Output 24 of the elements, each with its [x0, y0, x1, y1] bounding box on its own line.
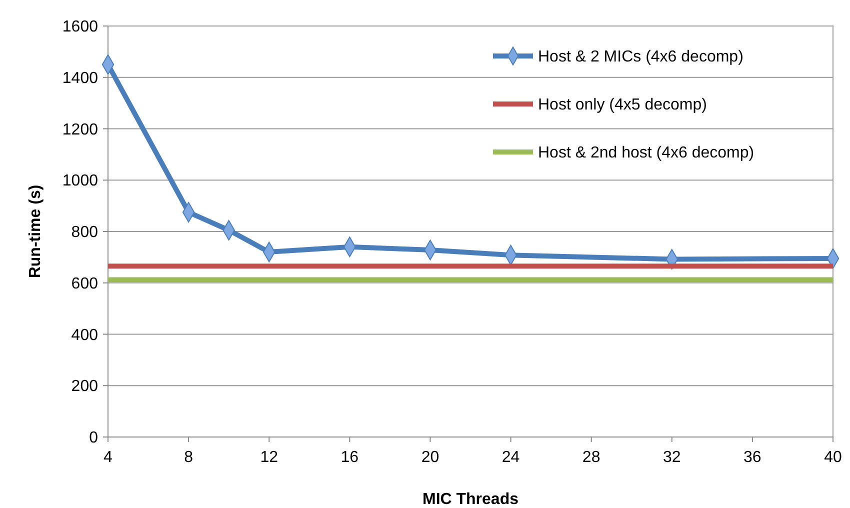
y-tick-label: 1000: [62, 172, 98, 190]
x-tick-label: 32: [662, 449, 681, 466]
y-tick-label: 400: [71, 326, 98, 344]
y-tick-label: 1400: [62, 70, 98, 87]
x-tick-label: 24: [502, 449, 520, 466]
x-tick-label: 4: [104, 449, 113, 466]
y-tick-label: 600: [71, 275, 98, 292]
y-axis-title: Run-time (s): [27, 184, 44, 278]
y-tick-label: 0: [89, 430, 98, 447]
y-tick-label: 1600: [62, 18, 98, 36]
legend-label: Host & 2nd host (4x6 decomp): [538, 144, 754, 162]
x-tick-label: 40: [824, 449, 842, 466]
x-tick-label: 16: [340, 449, 359, 466]
x-tick-label: 12: [260, 449, 278, 466]
y-tick-label: 800: [71, 224, 98, 242]
x-tick-label: 8: [184, 449, 194, 466]
x-axis-title: MIC Threads: [422, 491, 519, 508]
legend-label: Host only (4x5 decomp): [538, 96, 707, 114]
x-tick-label: 28: [582, 449, 600, 466]
x-tick-label: 36: [744, 449, 762, 466]
y-tick-label: 200: [71, 378, 98, 396]
y-tick-label: 1200: [62, 121, 98, 138]
legend-label: Host & 2 MICs (4x6 decomp): [538, 48, 744, 66]
x-tick-label: 20: [421, 449, 440, 466]
